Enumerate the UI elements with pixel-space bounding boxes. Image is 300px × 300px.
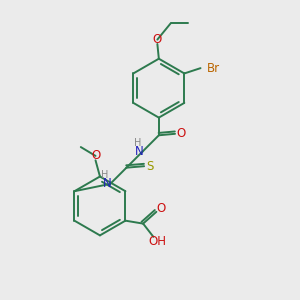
Text: OH: OH	[149, 235, 167, 248]
Text: Br: Br	[206, 61, 220, 75]
Text: O: O	[91, 149, 100, 162]
Text: O: O	[153, 33, 162, 46]
Text: N: N	[103, 177, 112, 190]
Text: O: O	[156, 202, 165, 215]
Text: H: H	[101, 170, 109, 180]
Text: H: H	[134, 138, 141, 148]
Text: S: S	[146, 160, 154, 173]
Text: O: O	[176, 127, 185, 140]
Text: N: N	[135, 145, 144, 158]
